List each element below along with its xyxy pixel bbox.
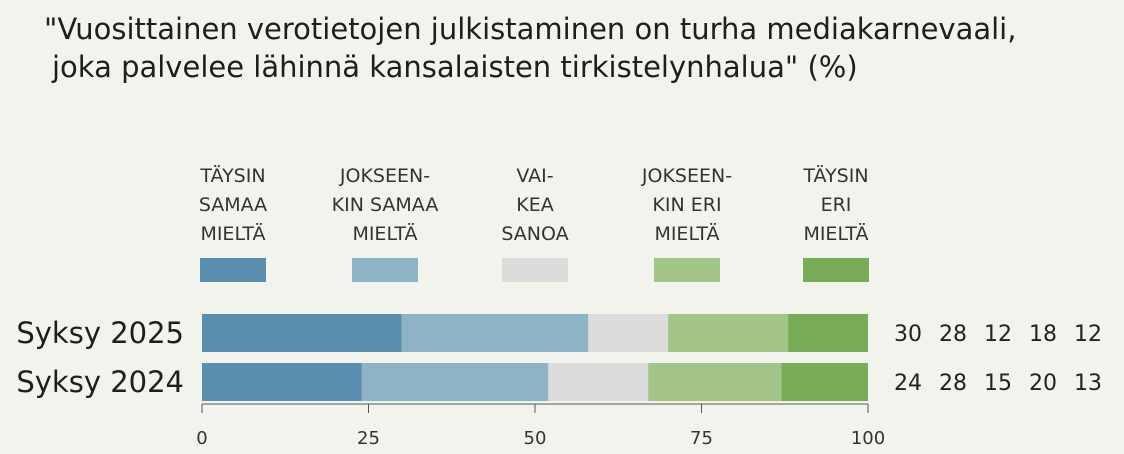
bar-segment-r2-s1 [202, 363, 362, 401]
bar-segment-r2-s5 [781, 363, 868, 401]
legend-label-2-line-2: KIN SAMAA [332, 194, 439, 216]
value-label-r2-s3: 15 [984, 371, 1012, 396]
value-label-r2-s5: 13 [1074, 371, 1102, 396]
legend-label-1-line-1: TÄYSIN [199, 164, 265, 187]
legend-swatch-4 [654, 258, 720, 282]
x-tick-label-2: 25 [357, 428, 380, 449]
value-label-r1-s1: 30 [894, 322, 922, 347]
legend-label-1-line-3: MIELTÄ [200, 222, 265, 245]
value-label-r2-s1: 24 [894, 371, 922, 396]
chart-title-line-1: "Vuosittainen verotietojen julkistaminen… [44, 12, 1017, 46]
x-tick-label-4: 75 [690, 428, 713, 449]
bar-segment-r1-s5 [788, 314, 868, 352]
legend-label-5-line-3: MIELTÄ [803, 222, 868, 245]
chart-title-line-2: joka palvelee lähinnä kansalaisten tirki… [52, 50, 858, 84]
bar-segment-r2-s2 [361, 363, 549, 401]
bar-segment-r2-s3 [548, 363, 649, 401]
legend-label-3-line-3: SANOA [501, 223, 568, 245]
legend-label-4-line-1: JOKSEEN- [641, 165, 732, 187]
x-tick-label-5: 100 [851, 428, 885, 449]
legend-label-2-line-3: MIELTÄ [352, 222, 417, 245]
value-label-r1-s5: 12 [1074, 322, 1102, 347]
value-label-r2-s2: 28 [939, 371, 967, 396]
legend-swatch-3 [502, 258, 568, 282]
legend-swatch-2 [352, 258, 418, 282]
value-label-r1-s3: 12 [984, 322, 1012, 347]
legend-label-3-line-2: KEA [516, 194, 553, 216]
value-label-r1-s2: 28 [939, 322, 967, 347]
legend-label-3-line-1: VAI- [516, 165, 553, 187]
legend-label-5-line-1: TÄYSIN [802, 164, 868, 187]
legend-label-4-line-3: MIELTÄ [654, 222, 719, 245]
legend-label-2-line-1: JOKSEEN- [339, 165, 430, 187]
legend-swatch-5 [803, 258, 869, 282]
legend-label-4-line-2: KIN ERI [652, 194, 721, 216]
value-label-r2-s4: 20 [1029, 371, 1057, 396]
bar-segment-r1-s4 [668, 314, 789, 352]
chart-title: "Vuosittainen verotietojen julkistaminen… [44, 10, 1016, 86]
bar-segment-r1-s1 [202, 314, 402, 352]
x-tick-label-3: 50 [524, 428, 547, 449]
legend-label-1-line-2: SAMAA [199, 194, 267, 216]
category-label-1: Syksy 2025 [16, 316, 184, 350]
legend-label-5-line-2: ERI [821, 194, 852, 216]
bar-segment-r1-s3 [588, 314, 669, 352]
category-label-2: Syksy 2024 [16, 365, 184, 399]
bar-segment-r1-s2 [401, 314, 589, 352]
bar-segment-r2-s4 [648, 363, 782, 401]
value-label-r1-s4: 18 [1029, 322, 1057, 347]
x-tick-label-1: 0 [196, 428, 207, 449]
legend-swatch-1 [200, 258, 266, 282]
